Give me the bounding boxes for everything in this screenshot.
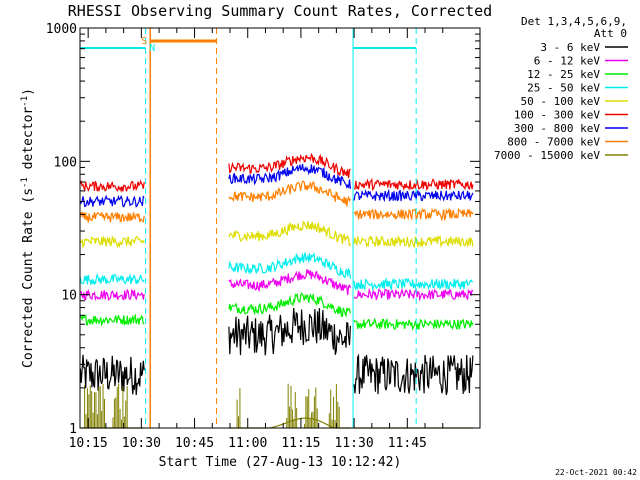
series-line xyxy=(79,152,474,194)
y-tick-label: 1000 xyxy=(46,22,77,37)
legend-label: 12 - 25 keV xyxy=(527,68,600,81)
x-tick-label: 11:45 xyxy=(388,436,427,451)
series-line xyxy=(79,252,474,292)
saa-label: S xyxy=(141,36,147,47)
x-tick-label: 10:30 xyxy=(122,436,161,451)
legend-label: 800 - 7000 keV xyxy=(507,136,600,149)
y-tick-label: 1 xyxy=(69,422,77,437)
legend-label: 100 - 300 keV xyxy=(514,109,600,122)
legend-header: Att 0 xyxy=(594,27,627,40)
night-label: N xyxy=(149,43,155,54)
legend-label: 3 - 6 keV xyxy=(540,41,600,54)
y-tick-label: 100 xyxy=(54,155,77,170)
axis-layer: 1 10 100 1000 10:15 10:30 10:45 11:00 11:15 11:30… xyxy=(46,22,480,451)
series-line xyxy=(80,269,474,302)
y-axis-label: Corrected Count Rate (s-1 detector-1) xyxy=(20,88,36,368)
x-tick-label: 11:30 xyxy=(335,436,374,451)
chart-title: RHESSI Observing Summary Count Rates, Co… xyxy=(68,2,492,20)
series-line xyxy=(79,220,474,249)
legend-label: 300 - 800 keV xyxy=(514,122,600,135)
series-line xyxy=(79,307,474,396)
series-line xyxy=(79,163,474,208)
x-tick-label: 10:15 xyxy=(69,436,108,451)
footer-timestamp: 22-Oct-2021 00:42 xyxy=(555,468,637,477)
x-axis-label: Start Time (27-Aug-13 10:12:42) xyxy=(159,455,402,470)
x-tick-label: 11:00 xyxy=(228,436,267,451)
data-layer xyxy=(79,152,474,429)
legend-label: 7000 - 15000 keV xyxy=(494,149,600,162)
legend-header: Det 1,3,4,5,6,9, xyxy=(521,15,627,28)
series-line xyxy=(79,180,474,223)
plot-frame xyxy=(79,27,481,429)
series-line xyxy=(79,292,474,331)
y-tick-label: 10 xyxy=(61,289,77,304)
x-tick-label: 10:45 xyxy=(175,436,214,451)
legend-label: 6 - 12 keV xyxy=(534,55,601,68)
legend-label: 50 - 100 keV xyxy=(521,95,601,108)
legend-label: 25 - 50 keV xyxy=(527,82,600,95)
x-tick-label: 11:15 xyxy=(281,436,320,451)
